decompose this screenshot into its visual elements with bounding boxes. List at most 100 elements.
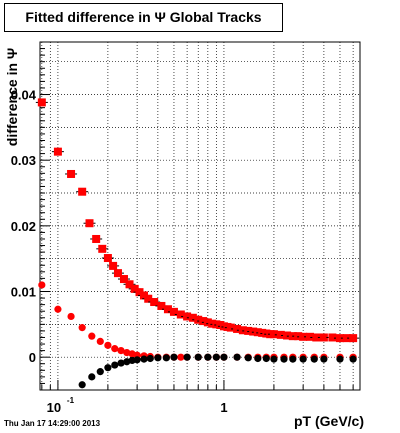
data-point-circle xyxy=(111,361,119,369)
data-point-square xyxy=(258,328,267,337)
data-point-square xyxy=(92,234,101,243)
data-point-square xyxy=(103,254,112,263)
data-point-square xyxy=(150,298,159,307)
data-point-square xyxy=(253,328,262,337)
data-point-square xyxy=(37,98,46,107)
data-point-square xyxy=(85,219,94,228)
data-point-circle xyxy=(117,359,125,367)
data-point-square xyxy=(183,312,192,321)
plot-border xyxy=(39,41,361,391)
data-point-square xyxy=(78,187,87,196)
data-point-square xyxy=(109,261,118,270)
data-point-square xyxy=(244,326,253,335)
data-point-circle xyxy=(262,354,270,363)
data-point-circle xyxy=(154,354,162,362)
data-point-circle xyxy=(140,355,148,363)
data-point-square xyxy=(299,332,308,341)
tick-labels: 0 0.01 0.02 0.03 0.04 10 -1 1 xyxy=(11,88,228,415)
data-point-square xyxy=(194,315,203,324)
data-point-circle xyxy=(183,353,191,361)
data-point-circle xyxy=(162,354,170,362)
data-point-square xyxy=(226,323,235,332)
data-point-square xyxy=(144,294,153,303)
data-point-circle xyxy=(111,345,119,353)
data-point-circle xyxy=(270,355,278,363)
data-point-circle xyxy=(78,324,86,332)
data-point-square xyxy=(135,288,144,297)
x-axis-label: pT (GeV/c) xyxy=(293,413,364,429)
data-point-square xyxy=(157,301,166,310)
y-tick-label: 0 xyxy=(29,350,36,365)
data-point-square xyxy=(98,244,107,253)
data-point-square xyxy=(130,284,139,293)
data-point-square xyxy=(349,334,358,343)
data-point-square xyxy=(139,291,148,300)
y-tick-label: 0.04 xyxy=(11,88,37,103)
data-point-square xyxy=(294,332,303,341)
data-point-circle xyxy=(104,341,112,349)
data-point-circle xyxy=(88,332,96,340)
data-point-circle xyxy=(244,354,252,362)
data-point-square xyxy=(249,327,258,336)
x-tick-label-exponent: -1 xyxy=(67,396,75,405)
data-point-circle xyxy=(280,355,288,363)
data-point-square xyxy=(312,333,321,342)
data-point-square xyxy=(125,280,134,289)
y-tick-label: 0.01 xyxy=(11,285,36,300)
data-point-square xyxy=(276,330,285,339)
data-point-square xyxy=(319,333,328,342)
data-point-circle xyxy=(67,312,75,321)
grid-lines xyxy=(40,42,360,390)
data-point-circle xyxy=(96,337,104,346)
y-axis-label: difference in Ψ xyxy=(4,47,20,147)
data-point-circle xyxy=(233,353,241,361)
data-point-circle xyxy=(177,353,185,361)
data-point-circle xyxy=(38,281,46,289)
data-point-square xyxy=(238,326,247,335)
data-point-circle xyxy=(349,355,357,363)
data-point-square xyxy=(335,334,344,343)
data-point-square xyxy=(208,319,217,328)
data-point-square xyxy=(269,330,278,339)
data-point-square xyxy=(176,310,185,319)
data-point-square xyxy=(67,169,76,178)
data-point-square xyxy=(203,318,212,327)
data-point-square xyxy=(306,332,315,341)
chart-title: Fitted difference in Ψ Global Tracks xyxy=(4,3,283,32)
data-point-square xyxy=(188,313,197,322)
data-point-circle xyxy=(194,353,202,361)
data-point-square xyxy=(283,331,292,340)
x-tick-label: 10 xyxy=(47,400,61,415)
data-point-circle xyxy=(54,305,62,313)
data-point-square xyxy=(169,307,178,316)
data-point-circle xyxy=(146,354,154,363)
data-point-circle xyxy=(299,355,307,363)
data-point-circle xyxy=(117,347,125,355)
data-point-square xyxy=(119,275,128,284)
data-point-square xyxy=(233,324,242,333)
data-point-circle xyxy=(254,354,262,363)
data-point-square xyxy=(199,317,208,326)
data-point-square xyxy=(163,305,172,314)
data-point-circle xyxy=(104,364,112,372)
data-point-square xyxy=(342,334,351,343)
data-point-circle xyxy=(220,353,228,361)
data-point-circle xyxy=(204,353,212,361)
data-point-square xyxy=(328,333,337,342)
y-tick-label: 0.02 xyxy=(11,219,36,234)
data-marks xyxy=(35,98,360,389)
data-point-circle xyxy=(88,373,96,381)
data-point-square xyxy=(113,269,122,278)
data-point-circle xyxy=(212,353,220,361)
x-tick-label: 1 xyxy=(220,400,227,415)
data-point-circle xyxy=(96,368,104,376)
data-point-square xyxy=(53,147,62,156)
data-point-circle xyxy=(320,355,328,363)
data-point-circle xyxy=(310,355,318,363)
data-point-circle xyxy=(133,356,141,364)
axis-ticks xyxy=(40,41,354,390)
y-tick-label: 0.03 xyxy=(11,153,36,168)
plot-frame xyxy=(39,41,361,391)
data-point-circle xyxy=(289,355,297,363)
data-point-circle xyxy=(78,381,86,389)
